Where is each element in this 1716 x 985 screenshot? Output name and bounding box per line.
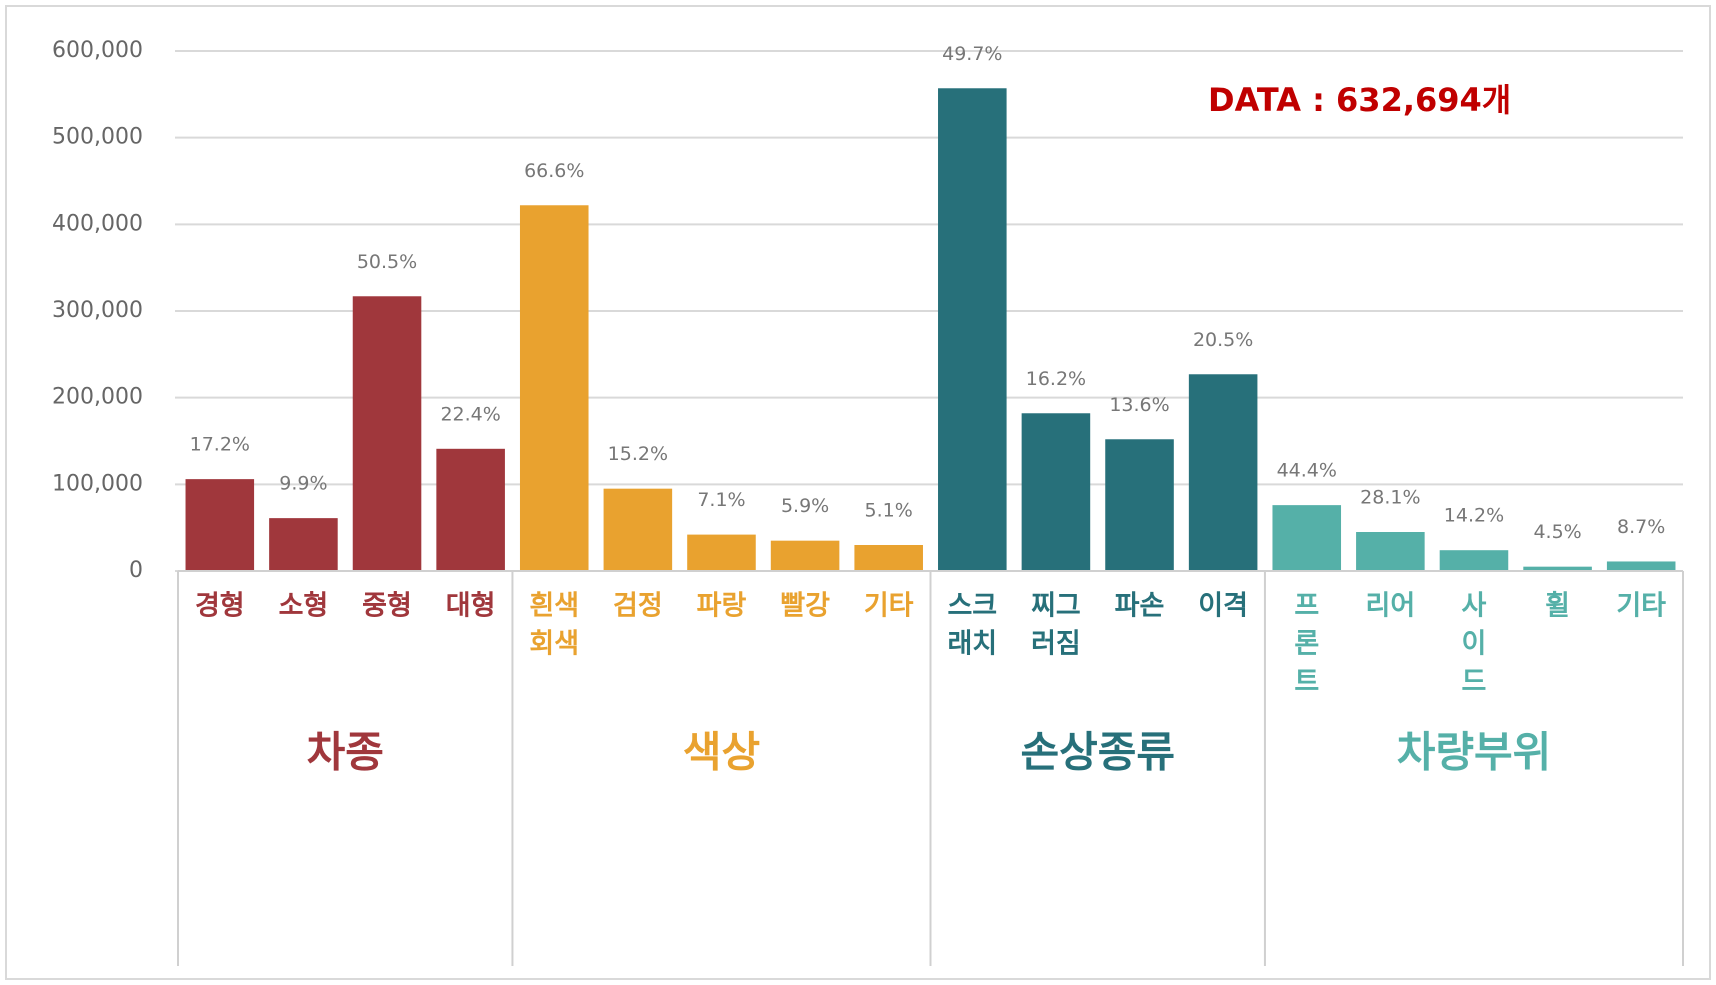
x-tick-label: 기타 [864, 591, 914, 622]
x-tick-label: 드 [1462, 667, 1487, 698]
x-tick-label: 프 [1294, 591, 1319, 622]
x-tick-label: 중형 [362, 591, 412, 622]
bar [1523, 566, 1592, 571]
x-tick-label: 리어 [1366, 591, 1416, 622]
y-tick-label: 200,000 [52, 385, 143, 410]
bar [185, 479, 255, 571]
x-tick-label: 스크 [947, 591, 997, 622]
x-tick-label: 흰색 [529, 591, 579, 622]
x-tick-label: 트 [1294, 667, 1319, 698]
share-label: 44.4% [1277, 460, 1337, 482]
share-label: 49.7% [942, 43, 1002, 65]
bar [1272, 505, 1342, 571]
x-tick-label: 빨강 [780, 591, 830, 622]
x-tick-label: 소형 [279, 591, 329, 622]
share-label: 8.7% [1617, 516, 1665, 538]
group-label: 차종 [307, 728, 384, 777]
x-tick-label: 파랑 [697, 591, 747, 622]
share-label: 28.1% [1360, 487, 1420, 509]
x-tick-label: 경형 [195, 591, 245, 622]
bar [269, 518, 338, 571]
bar [436, 448, 505, 571]
group-label: 손상종류 [1020, 728, 1175, 777]
share-label: 15.2% [608, 443, 668, 465]
annotation: DATA : 632,694개 [1208, 81, 1511, 119]
group-label: 차량부위 [1397, 728, 1552, 777]
share-label: 4.5% [1533, 521, 1581, 543]
share-label: 22.4% [440, 403, 500, 425]
bar [938, 88, 1007, 572]
y-tick-label: 100,000 [52, 471, 143, 496]
bar [1105, 439, 1174, 571]
bar [1356, 532, 1425, 571]
x-tick-label: 대형 [446, 591, 496, 622]
x-tick-label: 기타 [1616, 591, 1666, 622]
share-label: 13.6% [1109, 394, 1169, 416]
share-label: 50.5% [357, 251, 417, 273]
x-tick-label: 러짐 [1031, 629, 1081, 660]
x-tick-label: 휠 [1545, 591, 1570, 622]
x-tick-label: 찌그 [1031, 591, 1081, 622]
bar [770, 540, 840, 571]
frame [5, 5, 1711, 980]
x-tick-label: 검정 [613, 591, 663, 622]
share-label: 5.1% [865, 500, 913, 522]
x-tick-label: 이 [1462, 629, 1487, 660]
share-label: 16.2% [1026, 368, 1086, 390]
share-label: 9.9% [279, 473, 327, 495]
share-label: 20.5% [1193, 329, 1253, 351]
x-tick-label: 이격 [1198, 591, 1248, 622]
share-label: 7.1% [697, 489, 745, 511]
x-tick-label: 사 [1462, 591, 1487, 622]
bar [603, 488, 673, 571]
bar [687, 534, 756, 571]
bar [1439, 550, 1509, 571]
y-tick-label: 0 [129, 558, 143, 583]
x-tick-label: 파손 [1115, 591, 1165, 622]
y-tick-label: 500,000 [52, 125, 143, 150]
share-label: 14.2% [1444, 505, 1504, 527]
bar [519, 205, 589, 571]
y-tick-label: 400,000 [52, 211, 143, 236]
share-label: 17.2% [190, 434, 250, 456]
x-tick-label: 론 [1294, 629, 1319, 660]
bar [1606, 561, 1676, 571]
bar [854, 545, 923, 571]
share-label: 5.9% [781, 495, 829, 517]
x-tick-label: 래치 [947, 629, 997, 660]
y-tick-label: 300,000 [52, 298, 143, 323]
group-label: 색상 [683, 728, 760, 777]
share-label: 66.6% [524, 160, 584, 182]
bar [1021, 413, 1091, 571]
bar [352, 296, 422, 571]
x-tick-label: 회색 [529, 629, 579, 660]
y-tick-label: 600,000 [52, 38, 143, 63]
bar [1188, 374, 1258, 571]
